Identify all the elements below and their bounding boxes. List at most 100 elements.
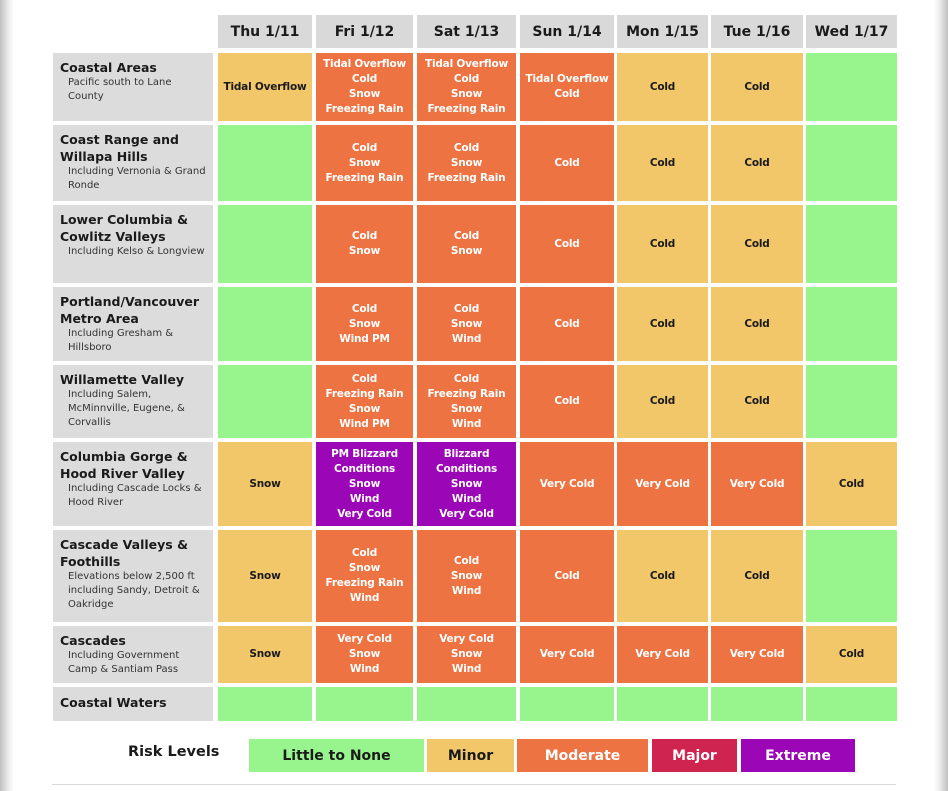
hazard-text: Snow	[450, 245, 483, 257]
risk-cell-moderate: Very Cold	[711, 626, 803, 683]
risk-cell-minor: Tidal Overflow	[218, 53, 312, 121]
hazard-text: Cold	[744, 395, 770, 407]
day-header: Sat 1/13	[417, 15, 516, 48]
risk-cell-minor: Snow	[218, 442, 312, 526]
risk-cell-none	[806, 365, 897, 438]
risk-cell-none	[316, 687, 413, 721]
risk-cell-minor: Cold	[711, 53, 803, 121]
hazard-text: Cold	[744, 317, 770, 330]
risk-cell-moderate: Tidal Overflow Cold Snow Freezing Rain	[417, 53, 516, 121]
region-name: Coastal Waters	[60, 694, 167, 710]
risk-cell-none	[218, 687, 312, 721]
legend-title: Risk Levels	[128, 744, 220, 760]
hazard-text: Wind PM	[339, 332, 390, 345]
hazard-text: Cold	[453, 302, 480, 315]
region-subtitle: Elevations below 2,500 ft including Sand…	[68, 571, 200, 610]
risk-cell-moderate: Cold	[520, 287, 614, 361]
risk-cell-minor: Cold	[617, 287, 708, 361]
hazard-text: Snow	[450, 156, 483, 169]
hazard-text: Snow	[450, 477, 483, 490]
page-shadow-right	[934, 0, 948, 791]
hazard-text: Snow	[249, 477, 281, 490]
hazard-text: Snow	[348, 648, 381, 660]
hazard-text: Wind	[451, 492, 482, 505]
hazard-text: Cold	[649, 395, 676, 407]
bottom-divider	[52, 784, 896, 785]
risk-cell-moderate: Tidal Overflow Cold Snow Freezing Rain	[316, 53, 413, 121]
region-name: Willamette Valley	[60, 372, 184, 387]
legend-item-major: Major	[652, 739, 737, 772]
risk-cell-minor: Cold	[711, 125, 803, 201]
risk-cell-moderate: Cold Snow Freezing Rain	[316, 125, 413, 201]
risk-cell-none	[218, 365, 312, 438]
risk-cell-moderate: Cold Snow Wind PM	[316, 287, 413, 361]
hazard-text: Snow	[450, 88, 483, 100]
hazard-text: Very Cold	[635, 648, 690, 660]
hazard-text: Cold	[351, 547, 378, 559]
hazard-text: Snow	[450, 569, 483, 582]
legend-item-none: Little to None	[249, 739, 424, 772]
risk-cell-minor: Cold	[617, 125, 708, 201]
risk-cell-moderate: Very Cold	[520, 442, 614, 526]
day-header: Thu 1/11	[218, 15, 312, 48]
risk-cell-moderate: Cold Snow Freezing Rain Wind	[316, 530, 413, 622]
risk-cell-extreme: PM Blizzard Conditions Snow Wind Very Cold	[316, 442, 413, 526]
hazard-text: Snow	[249, 648, 281, 660]
hazard-text: Cold	[744, 569, 770, 582]
hazard-text: Very Cold	[439, 507, 494, 520]
risk-cell-moderate: Cold	[520, 125, 614, 201]
hazard-text: Wind PM	[339, 417, 390, 430]
hazard-text: Cold	[554, 88, 580, 100]
hazard-text: Very Cold	[729, 648, 785, 660]
region-subtitle: Pacific south to Lane County	[68, 77, 172, 102]
risk-cell-moderate: Cold Snow	[316, 205, 413, 283]
hazard-text: Snow	[249, 569, 281, 582]
risk-cell-moderate: Very Cold	[711, 442, 803, 526]
day-header: Sun 1/14	[520, 15, 614, 48]
hazard-text: Cold	[351, 141, 378, 154]
risk-cell-none	[806, 287, 897, 361]
day-header: Mon 1/15	[617, 15, 708, 48]
risk-cell-moderate: Cold Freezing Rain Snow Wind	[417, 365, 516, 438]
region-label: Cascade Valleys & Foothills Elevations be…	[53, 530, 213, 622]
hazard-text: Wind	[349, 492, 380, 505]
hazard-text: Snow	[348, 317, 381, 330]
hazard-text: Conditions	[333, 462, 396, 475]
risk-cell-moderate: Very Cold	[520, 626, 614, 683]
hazard-text: Cold	[453, 554, 480, 567]
region-label: Columbia Gorge & Hood River Valley Includ…	[53, 442, 213, 526]
risk-cell-minor: Cold	[711, 365, 803, 438]
hazard-text: Cold	[649, 317, 676, 330]
hazard-text: Wind	[451, 663, 482, 675]
risk-cell-none	[806, 687, 897, 721]
region-name: Columbia Gorge & Hood River Valley	[60, 449, 188, 481]
hazard-text: Wind	[349, 592, 380, 604]
region-subtitle: Including Salem, McMinnville, Eugene, & …	[68, 389, 185, 428]
hazard-text: Tidal Overflow	[223, 80, 307, 93]
hazard-text: Cold	[744, 237, 770, 250]
hazard-text: Tidal Overflow	[525, 73, 609, 85]
hazard-text: Snow	[348, 245, 381, 257]
region-name: Portland/Vancouver Metro Area	[60, 294, 200, 326]
hazard-text: Wind	[451, 417, 482, 430]
hazard-text: Cold	[351, 230, 378, 242]
risk-cell-minor: Cold	[711, 530, 803, 622]
risk-cell-none	[806, 125, 897, 201]
risk-cell-moderate: Cold	[520, 530, 614, 622]
region-name: Coastal Areas	[60, 60, 157, 75]
risk-cell-extreme: Blizzard Conditions Snow Wind Very Cold	[417, 442, 516, 526]
region-subtitle: Including Vernonia & Grand Ronde	[68, 166, 206, 191]
region-label: Cascades Including Government Camp & Sant…	[53, 626, 213, 683]
risk-cell-none	[711, 687, 803, 721]
region-label: Willamette Valley Including Salem, McMinn…	[53, 365, 213, 438]
hazard-text: Wind	[451, 332, 482, 345]
hazard-text: Very Cold	[635, 477, 690, 490]
hazard-text: Snow	[348, 477, 381, 490]
hazard-text: Cold	[554, 317, 580, 330]
hazard-text: Snow	[450, 648, 483, 660]
risk-cell-none	[806, 530, 897, 622]
risk-cell-moderate: Very Cold Snow Wind	[417, 626, 516, 683]
hazard-text: Very Cold	[729, 477, 785, 490]
risk-cell-minor: Cold	[617, 530, 708, 622]
region-label: Coastal Areas Pacific south to Lane Count…	[53, 53, 213, 121]
